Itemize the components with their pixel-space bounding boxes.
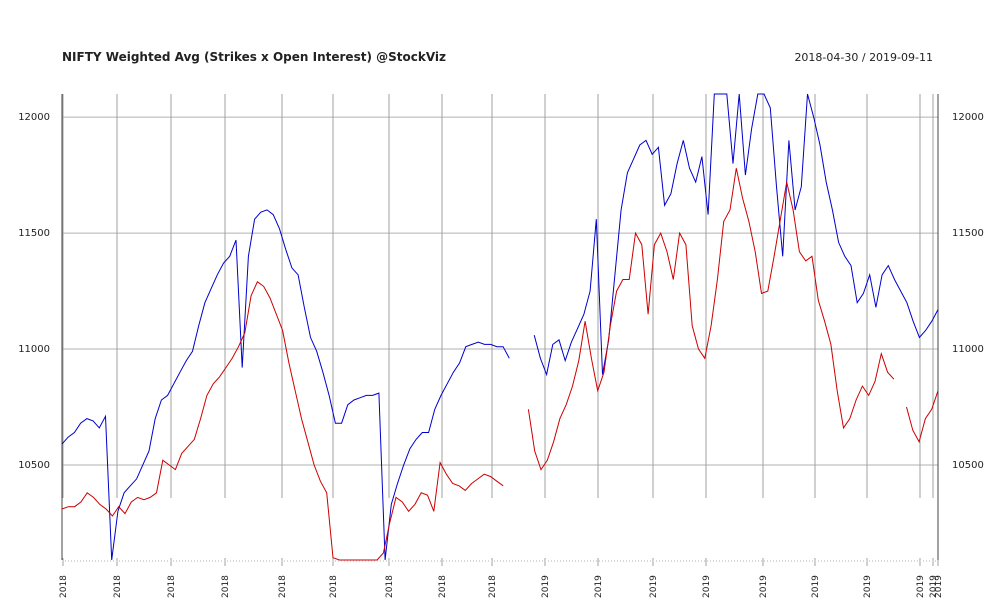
x-tick-label: 2018 [221,575,231,598]
y-tick-label-left: 11500 [18,228,50,239]
x-tick-label: 2018 [278,575,288,598]
y-tick-labels: 10500 10500 11000 11000 11500 11500 12000 12000 [18,112,984,471]
grid-lines [62,94,939,566]
x-tick-label: 2019 [929,575,939,598]
y-tick-label-left: 11000 [18,344,50,355]
x-tick-label: 2018 [167,575,177,598]
chart-title: NIFTY Weighted Avg (Strikes x Open Inter… [62,50,446,64]
x-tick-label: 2019 [541,575,551,598]
x-tick-label: 2019 [811,575,821,598]
x-tick-label: 2018 [113,575,123,598]
series-line-red [61,281,504,561]
series-line-red [906,390,939,444]
y-tick-label-right: 11000 [952,344,984,355]
y-tick-label-right: 11500 [952,228,984,239]
y-tick-label-right: 12000 [952,112,984,123]
y-tick-label-left: 10500 [18,460,50,471]
x-tick-label: 2018 [438,575,448,598]
x-tick-label: 2018 [488,575,498,598]
x-tick-label: 2019 [934,575,944,598]
x-tick-label: 2019 [863,575,873,598]
series-line-blue [61,209,510,561]
x-tick-label: 2019 [649,575,659,598]
axes [61,94,939,562]
x-tick-label: 2019 [594,575,604,598]
x-tick-label: 2019 [916,575,926,598]
date-range: 2018-04-30 / 2019-09-11 [794,51,933,64]
x-tick-label: 2019 [759,575,769,598]
x-tick-label: 2018 [329,575,339,598]
x-tick-labels: 2018 2018 2018 2018 2018 2018 2018 2018 2018 2019… [59,575,944,598]
series-lines [61,93,939,561]
x-tick-label: 2018 [385,575,395,598]
y-tick-label-right: 10500 [952,460,984,471]
x-tick-label: 2019 [702,575,712,598]
x-tick-label: 2018 [59,575,69,598]
series-line-blue [533,93,939,377]
y-tick-label-left: 12000 [18,112,50,123]
series-line-red [527,168,895,471]
